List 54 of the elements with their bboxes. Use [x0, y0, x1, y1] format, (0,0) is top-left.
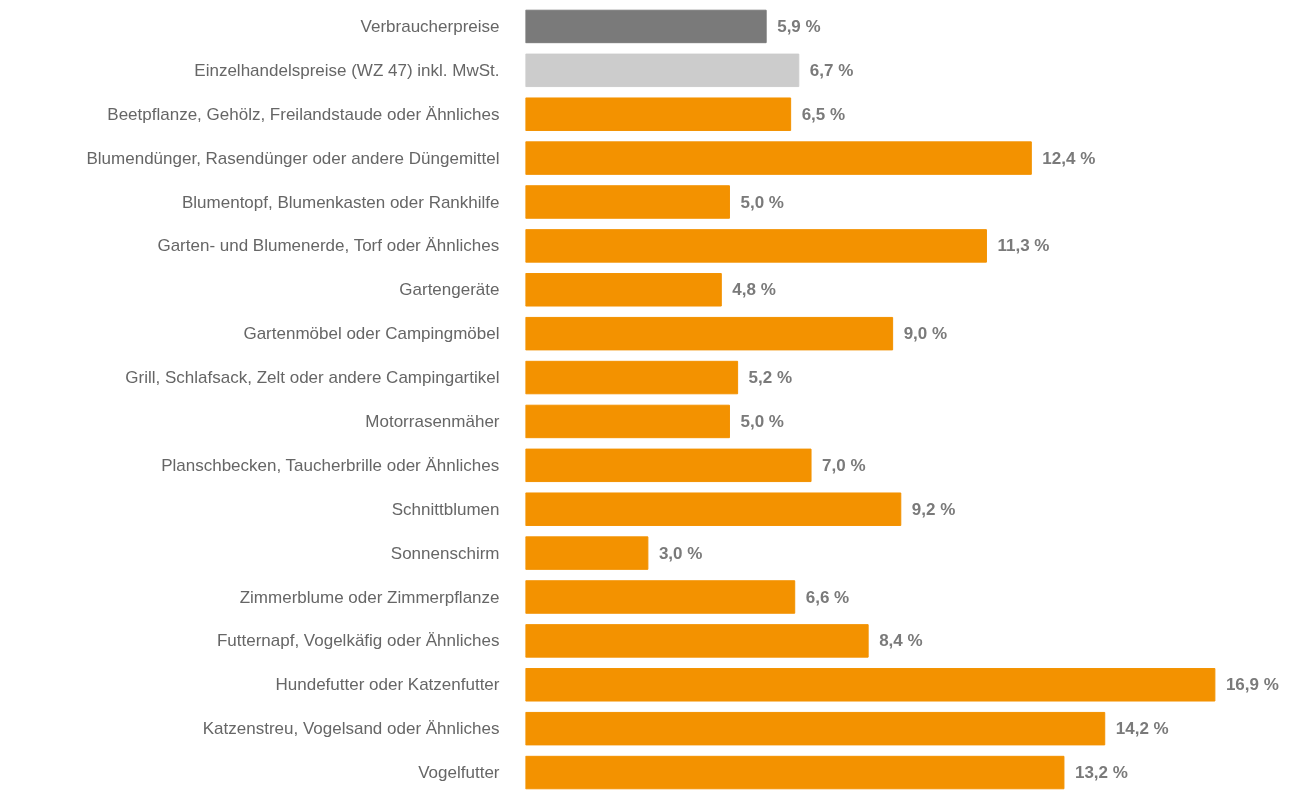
data-label: 3,0 %: [658, 543, 703, 563]
y-tick-label: Katzenstreu, Vogelsand oder Ähnliches: [202, 719, 500, 739]
bar: [525, 668, 1216, 702]
data-label: 9,2 %: [911, 499, 956, 519]
data-label: 5,9 %: [777, 16, 821, 36]
bar: [525, 53, 800, 88]
data-label: 16,9 %: [1225, 675, 1279, 695]
bar: [525, 580, 796, 614]
bar: [525, 360, 739, 395]
bar: [525, 624, 869, 658]
data-label: 8,4 %: [879, 631, 923, 651]
data-label: 5,0 %: [740, 192, 784, 212]
data-label: 12,4 %: [1042, 148, 1096, 168]
data-label: 13,2 %: [1074, 763, 1128, 783]
data-label: 6,6 %: [805, 587, 850, 607]
y-tick-label: Beetpflanze, Gehölz, Freilandstaude oder Ähnliches: [107, 104, 500, 124]
y-tick-label: Futternapf, Vogelkäfig oder Ähnliches: [216, 631, 500, 651]
bar: [525, 9, 767, 44]
bar: [525, 404, 730, 439]
y-tick-label: Vogelfutter: [418, 763, 500, 783]
y-tick-label: Grill, Schlafsack, Zelt oder andere Campingartikel: [125, 368, 500, 388]
y-tick-label: Garten- und Blumenerde, Torf oder Ähnliches: [157, 236, 500, 256]
data-label: 5,2 %: [748, 368, 793, 388]
bar: [525, 316, 894, 351]
bar: [525, 185, 730, 219]
data-label: 5,0 %: [740, 411, 784, 431]
bar: [525, 229, 987, 263]
y-tick-label: Gartenmöbel oder Campingmöbel: [243, 324, 500, 344]
y-tick-label: Sonnenschirm: [390, 543, 500, 563]
y-tick-label: Verbraucherpreise: [360, 16, 500, 36]
y-tick-label: Hundefutter oder Katzenfutter: [275, 675, 500, 695]
y-tick-label: Einzelhandelspreise (WZ 47) inkl. MwSt.: [194, 60, 500, 80]
data-label: 9,0 %: [903, 324, 948, 344]
bar: [525, 755, 1065, 790]
bar: [525, 273, 722, 307]
data-label: 11,3 %: [997, 236, 1050, 256]
bar: [525, 97, 792, 131]
data-label: 14,2 %: [1115, 719, 1169, 739]
y-tick-label: Gartengeräte: [399, 280, 500, 300]
data-label: 6,7 %: [809, 60, 854, 80]
data-label: 7,0 %: [822, 455, 866, 475]
y-tick-label: Motorrasenmäher: [365, 411, 500, 431]
y-tick-label: Planschbecken, Taucherbrille oder Ähnliches: [161, 455, 500, 475]
bar: [525, 536, 649, 570]
y-tick-label: Zimmerblume oder Zimmerpflanze: [239, 587, 500, 607]
bar: [525, 492, 902, 526]
data-label: 6,5 %: [801, 104, 846, 124]
y-tick-label: Schnittblumen: [391, 499, 500, 519]
data-label: 4,8 %: [732, 280, 776, 300]
bar: [525, 711, 1106, 746]
bar: [525, 448, 812, 483]
y-tick-label: Blumendünger, Rasendünger oder andere Düngemittel: [86, 148, 500, 168]
bar: [525, 141, 1032, 175]
y-tick-label: Blumentopf, Blumenkasten oder Rankhilfe: [181, 192, 500, 212]
